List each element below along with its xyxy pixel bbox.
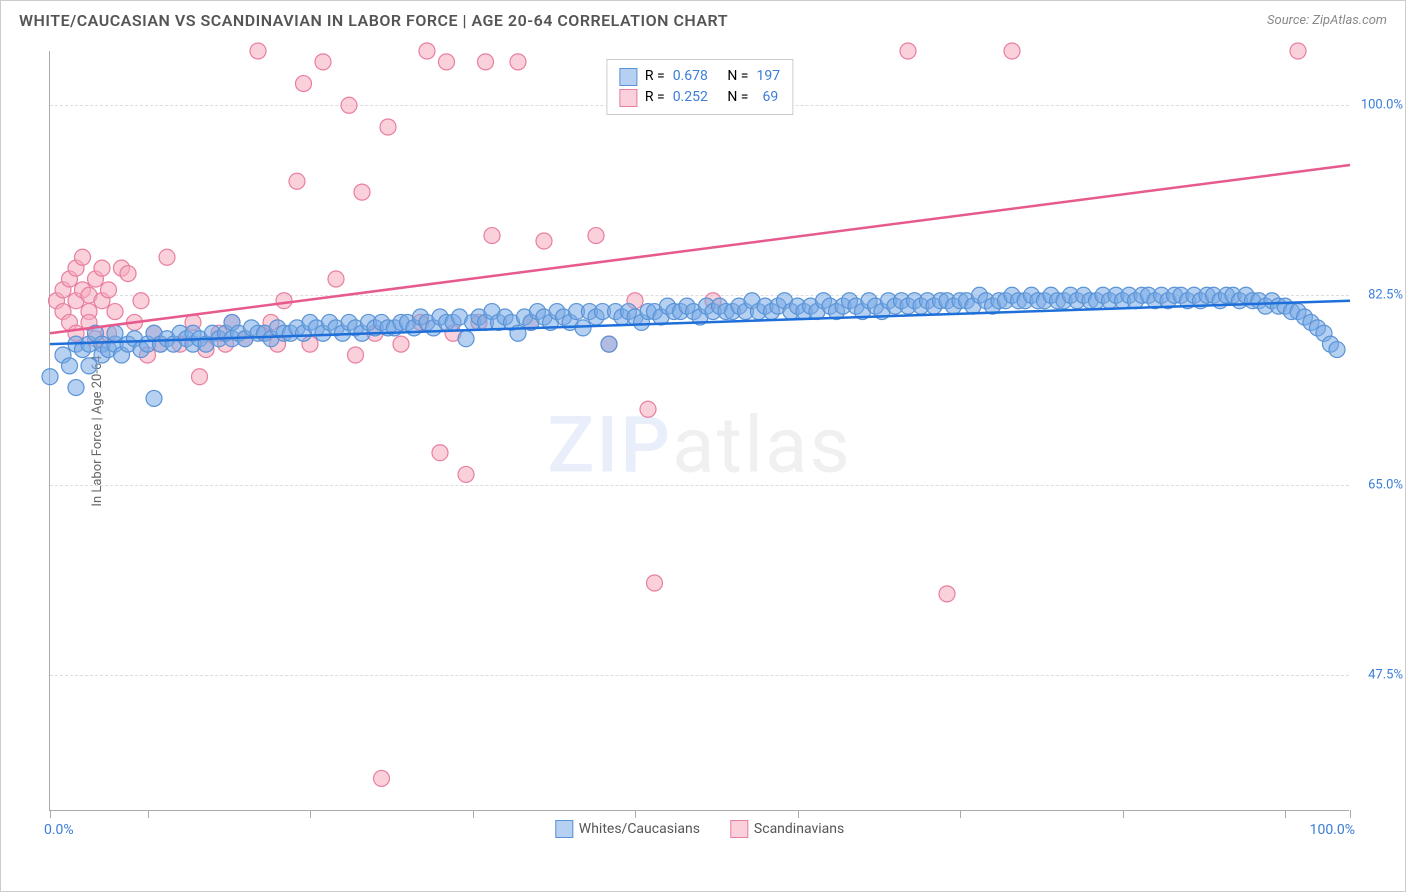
data-point [647, 575, 663, 591]
data-point [393, 336, 409, 352]
data-point [478, 54, 494, 70]
series-legend: Whites/Caucasians Scandinavians [555, 820, 844, 838]
r-value-2: 0.252 [673, 87, 708, 108]
data-point [348, 347, 364, 363]
y-tick-label: 47.5% [1353, 668, 1403, 683]
r-value-1: 0.678 [673, 66, 708, 87]
data-point [62, 358, 78, 374]
legend-label-2: Scandinavians [754, 821, 844, 837]
data-point [101, 282, 117, 298]
data-point [81, 358, 97, 374]
swatch-bottom-2 [730, 820, 748, 838]
data-point [75, 249, 91, 265]
swatch-series1 [619, 68, 637, 86]
data-point [439, 54, 455, 70]
n-value-1: 197 [757, 66, 781, 87]
title-bar: WHITE/CAUCASIAN VS SCANDINAVIAN IN LABOR… [1, 1, 1405, 36]
x-tick [798, 810, 799, 818]
data-point [510, 54, 526, 70]
x-tick [960, 810, 961, 818]
data-point [289, 173, 305, 189]
n-label: N = [727, 66, 748, 87]
data-point [133, 293, 149, 309]
stats-row-2: R = 0.252 N = 69 [619, 87, 780, 108]
plot-area: In Labor Force | Age 20-64 ZIPatlas 47.5… [49, 51, 1349, 811]
x-tick [50, 810, 51, 818]
y-tick-label: 65.0% [1353, 478, 1403, 493]
scatter-svg [50, 51, 1349, 810]
x-tick [148, 810, 149, 818]
stats-legend: R = 0.678 N = 197 R = 0.252 N = 69 [606, 59, 793, 115]
data-point [42, 369, 58, 385]
data-point [192, 369, 208, 385]
data-point [484, 228, 500, 244]
data-point [419, 43, 435, 59]
data-point [1290, 43, 1306, 59]
data-point [536, 233, 552, 249]
x-axis-max-label: 100.0% [1310, 822, 1355, 838]
data-point [374, 770, 390, 786]
data-point [640, 401, 656, 417]
swatch-series2 [619, 89, 637, 107]
data-point [68, 380, 84, 396]
data-point [588, 228, 604, 244]
data-point [900, 43, 916, 59]
n-label: N = [727, 87, 748, 108]
data-point [107, 304, 123, 320]
r-label: R = [645, 66, 665, 87]
x-tick [1285, 810, 1286, 818]
data-point [1004, 43, 1020, 59]
n-value-2: 69 [757, 87, 779, 108]
data-point [458, 466, 474, 482]
stats-row-1: R = 0.678 N = 197 [619, 66, 780, 87]
data-point [315, 54, 331, 70]
x-axis-min-label: 0.0% [44, 822, 74, 838]
x-tick [1350, 810, 1351, 818]
data-point [146, 390, 162, 406]
data-point [250, 43, 266, 59]
data-point [458, 331, 474, 347]
x-tick [473, 810, 474, 818]
legend-item-2: Scandinavians [730, 820, 844, 838]
data-point [1329, 342, 1345, 358]
swatch-bottom-1 [555, 820, 573, 838]
data-point [380, 119, 396, 135]
chart-title: WHITE/CAUCASIAN VS SCANDINAVIAN IN LABOR… [19, 11, 728, 30]
x-tick [1123, 810, 1124, 818]
correlation-chart: WHITE/CAUCASIAN VS SCANDINAVIAN IN LABOR… [0, 0, 1406, 892]
y-tick-label: 100.0% [1353, 98, 1403, 113]
data-point [120, 266, 136, 282]
r-label: R = [645, 87, 665, 108]
data-point [159, 249, 175, 265]
source-label: Source: ZipAtlas.com [1267, 13, 1387, 28]
data-point [354, 184, 370, 200]
data-point [575, 320, 591, 336]
data-point [107, 325, 123, 341]
data-point [432, 445, 448, 461]
data-point [601, 336, 617, 352]
data-point [276, 293, 292, 309]
legend-label-1: Whites/Caucasians [579, 821, 700, 837]
x-tick [310, 810, 311, 818]
data-point [341, 97, 357, 113]
x-tick [635, 810, 636, 818]
data-point [328, 271, 344, 287]
data-point [94, 260, 110, 276]
y-tick-label: 82.5% [1353, 288, 1403, 303]
legend-item-1: Whites/Caucasians [555, 820, 700, 838]
data-point [939, 586, 955, 602]
data-point [296, 76, 312, 92]
